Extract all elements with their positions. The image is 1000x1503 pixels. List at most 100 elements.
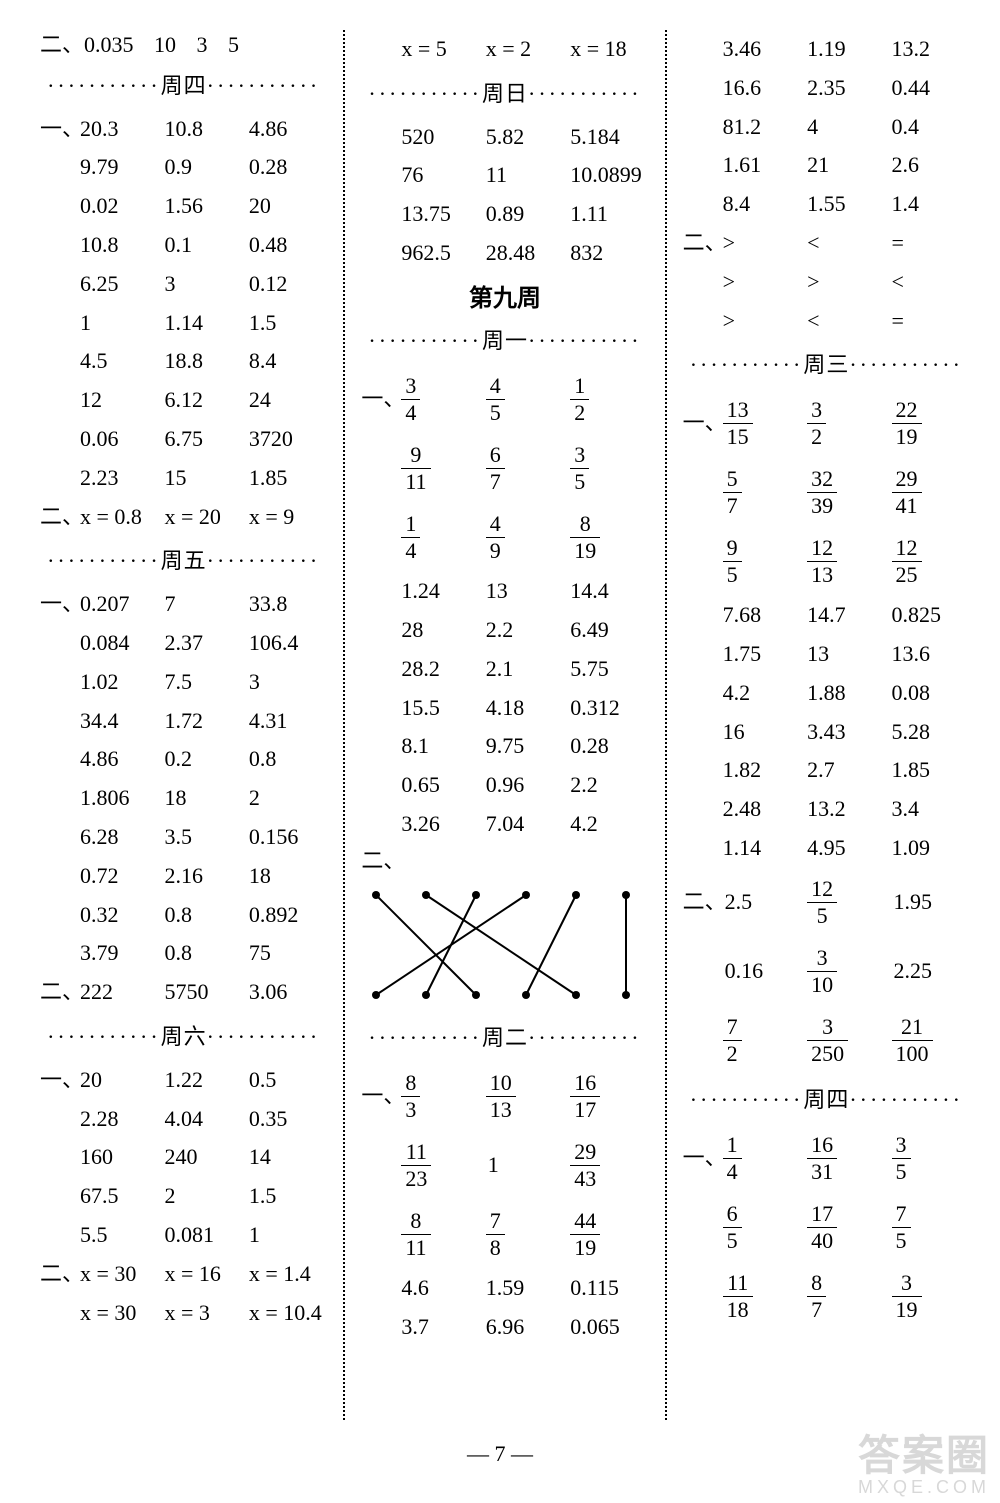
- value: 4.95: [805, 829, 885, 868]
- value: 0.8: [162, 896, 242, 935]
- answer-row: 65174075: [683, 1193, 970, 1262]
- answer-row: 72325021100: [683, 1006, 970, 1075]
- value: 0.5: [247, 1061, 327, 1100]
- value: 1.61: [721, 146, 801, 185]
- fraction: 310: [807, 945, 837, 998]
- value: 4.2: [568, 805, 648, 844]
- day-divider-thu2: ···········周四···········: [683, 1085, 970, 1116]
- answer-row: 112312943: [361, 1131, 648, 1200]
- value: 1.75: [721, 635, 801, 674]
- value: 0.32: [78, 896, 158, 935]
- answer-row: 0.0842.37106.4: [40, 624, 327, 663]
- values: 0.035 10 3 5: [82, 30, 327, 61]
- value: 0.28: [568, 727, 648, 766]
- day-divider-thu: ···········周四···········: [40, 71, 327, 102]
- value: 7.5: [162, 663, 242, 702]
- c1-fri-sec1: 一、0.207733.80.0842.37106.41.027.5334.41.…: [40, 585, 327, 973]
- answer-row: 16024014: [40, 1138, 327, 1177]
- value: 8.4: [721, 185, 801, 224]
- value: 81.2: [721, 108, 801, 147]
- c1-thu-sec1: 一、20.310.84.869.790.90.280.021.562010.80…: [40, 110, 327, 498]
- value: 4.18: [484, 689, 564, 728]
- answer-row: 3.790.875: [40, 934, 327, 973]
- section-marker: 二、: [361, 844, 648, 879]
- c2-tue-nums: 4.61.590.1153.76.960.065: [361, 1269, 648, 1347]
- value: 0.892: [247, 896, 327, 935]
- answer-row: 5732392941: [683, 458, 970, 527]
- value: 4.6: [399, 1269, 479, 1308]
- value: >: [721, 224, 801, 263]
- value: 10.0899: [568, 156, 648, 195]
- value: 2.1: [484, 650, 564, 689]
- value: 0.156: [247, 818, 327, 857]
- answer-row: 二、><=: [683, 224, 970, 263]
- value: 6.28: [78, 818, 158, 857]
- value: 0.48: [247, 226, 327, 265]
- matching-svg: [361, 885, 631, 1005]
- column-separator: [665, 30, 667, 1420]
- value: 0.08: [890, 674, 970, 713]
- value: 6.49: [568, 611, 648, 650]
- answer-row: 一、20.310.84.86: [40, 110, 327, 149]
- answer-row: 二、2.51251.95: [683, 868, 970, 937]
- value: 20: [247, 187, 327, 226]
- fraction: 2219: [892, 397, 922, 450]
- fraction: 21100: [892, 1014, 933, 1067]
- answer-row: 1.806182: [40, 779, 327, 818]
- value: 240: [162, 1138, 242, 1177]
- value: x = 9: [247, 498, 327, 537]
- answer-row: 13.750.891.11: [361, 195, 648, 234]
- value: 1.09: [890, 829, 970, 868]
- value: 2.6: [890, 146, 970, 185]
- value: 2.2: [568, 766, 648, 805]
- value: x = 10.4: [247, 1294, 327, 1333]
- page-number: — 7 —: [0, 1441, 1000, 1467]
- value: 0.065: [568, 1308, 648, 1347]
- value: 1.5: [247, 304, 327, 343]
- answer-row: 5.50.0811: [40, 1216, 327, 1255]
- value: 0.8: [247, 740, 327, 779]
- value: 28: [399, 611, 479, 650]
- value: 1.806: [78, 779, 158, 818]
- value: 2.28: [78, 1100, 158, 1139]
- section-marker: 二、: [40, 30, 74, 61]
- fraction: 4419: [570, 1208, 600, 1261]
- value: 10.8: [78, 226, 158, 265]
- value: 0.2: [162, 740, 242, 779]
- fraction: 57: [723, 466, 742, 519]
- value: 8.4: [247, 342, 327, 381]
- fraction: 65: [723, 1201, 742, 1254]
- value: 7: [162, 585, 242, 624]
- value: 2.5: [723, 885, 755, 918]
- value: 1.85: [890, 751, 970, 790]
- answer-row: 4.518.88.4: [40, 342, 327, 381]
- value: 13.75: [399, 195, 479, 234]
- value: 6.12: [162, 381, 242, 420]
- day-divider-fri: ···········周五···········: [40, 546, 327, 577]
- value: 2.48: [721, 790, 801, 829]
- fraction: 95: [723, 535, 742, 588]
- value: 3.5: [162, 818, 242, 857]
- c3-top-rows: 3.461.1913.216.62.350.4481.240.41.61212.…: [683, 30, 970, 224]
- fraction: 819: [570, 511, 600, 564]
- c3-wed-nums: 7.6814.70.8251.751313.64.21.880.08163.43…: [683, 596, 970, 868]
- value: 8.1: [399, 727, 479, 766]
- answer-row: 0.320.80.892: [40, 896, 327, 935]
- value: <: [890, 263, 970, 302]
- fraction: 3239: [807, 466, 837, 519]
- answer-row: 962.528.48832: [361, 234, 648, 273]
- answer-row: 34.41.724.31: [40, 702, 327, 741]
- value: 0.96: [484, 766, 564, 805]
- value: 0.115: [568, 1269, 648, 1308]
- answer-row: 4.61.590.115: [361, 1269, 648, 1308]
- section-marker: 二、: [40, 1259, 74, 1290]
- answer-row: 111887319: [683, 1262, 970, 1331]
- answer-row: >><: [683, 263, 970, 302]
- day-divider-mon: ···········周一···········: [361, 326, 648, 357]
- value: 0.12: [247, 265, 327, 304]
- value: 1.5: [247, 1177, 327, 1216]
- answer-row: 一、0.207733.8: [40, 585, 327, 624]
- value: <: [805, 302, 885, 341]
- answer-row: 一、1315322219: [683, 389, 970, 458]
- fraction: 1740: [807, 1201, 837, 1254]
